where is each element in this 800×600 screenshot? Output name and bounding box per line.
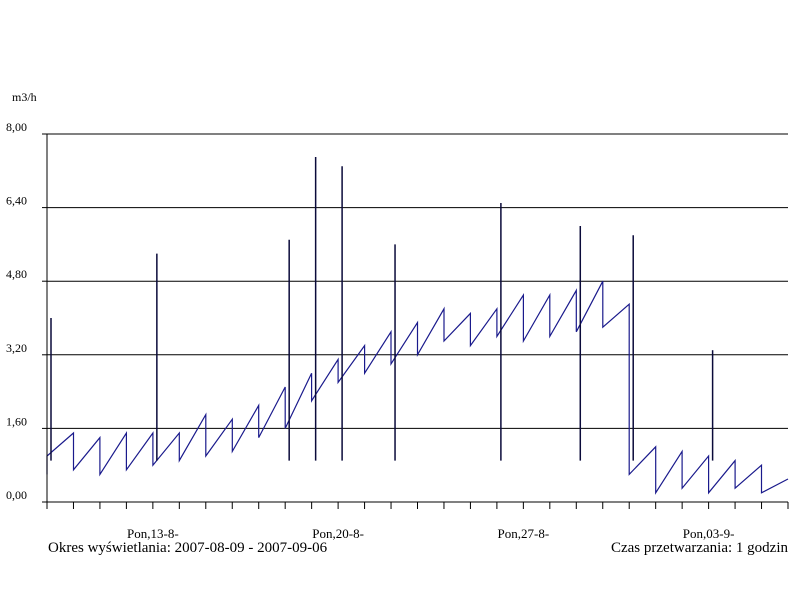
y-axis-label: m3/h <box>12 90 37 104</box>
y-tick-label: 3,20 <box>6 341 27 355</box>
grid-lines <box>47 133 788 503</box>
y-tick-label: 1,60 <box>6 414 27 428</box>
x-tick-label: Pon,27-8- <box>498 526 550 541</box>
flow-series-line <box>46 280 789 495</box>
axes <box>42 133 788 503</box>
x-tick-label: Pon,20-8- <box>312 526 364 541</box>
processing-time-label: Czas przetwarzania: 1 godzin <box>610 540 788 556</box>
y-tick-label: 0,00 <box>6 488 27 502</box>
x-tick-label: Pon,13-8- <box>127 526 179 541</box>
x-ticks: Pon,13-8- Pon,20-8- Pon,27-8- Pon,03-9- <box>46 502 789 541</box>
x-tick-label: Pon,03-9- <box>683 526 735 541</box>
y-tick-label: 6,40 <box>6 194 27 208</box>
series-layer <box>46 157 789 495</box>
y-tick-labels: 0,00 1,60 3,20 4,80 6,40 8,00 <box>6 120 27 502</box>
y-tick-label: 4,80 <box>6 267 27 281</box>
y-tick-label: 8,00 <box>6 120 27 134</box>
display-period-label: Okres wyświetlania: 2007-08-09 - 2007-09… <box>48 540 328 556</box>
